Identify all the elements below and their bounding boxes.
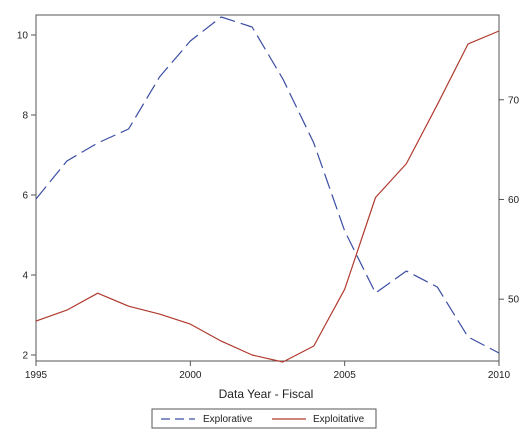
x-tick-label: 2005 [334, 370, 357, 381]
right-y-tick-label: 60 [508, 195, 520, 206]
series-line-explorative [35, 16, 500, 354]
legend: Explorative Exploitative [151, 408, 377, 429]
legend-label-explorative: Explorative [203, 414, 253, 425]
legend-label-exploitative: Exploitative [313, 414, 365, 425]
right-y-tick-label: 50 [508, 295, 520, 306]
x-axis-title: Data Year - Fiscal [219, 387, 314, 401]
series-line-exploitative [35, 30, 500, 363]
left-y-axis: 2 4 6 8 10 [17, 31, 36, 362]
x-tick-label: 1995 [25, 370, 48, 381]
left-y-tick-label: 2 [22, 351, 28, 362]
right-y-axis: 50 60 70 [499, 95, 520, 306]
left-y-tick-label: 8 [22, 111, 28, 122]
legend-frame [151, 408, 377, 429]
right-y-tick-label: 70 [508, 95, 520, 106]
x-tick-label: 2000 [179, 370, 202, 381]
left-y-tick-label: 6 [22, 191, 28, 202]
left-y-tick-label: 4 [22, 271, 28, 282]
series-lines [35, 16, 500, 363]
x-tick-label: 2010 [488, 370, 511, 381]
plot-frame [35, 14, 500, 362]
left-y-tick-label: 10 [17, 31, 29, 42]
x-axis: 1995 2000 2005 2010 [25, 361, 511, 381]
